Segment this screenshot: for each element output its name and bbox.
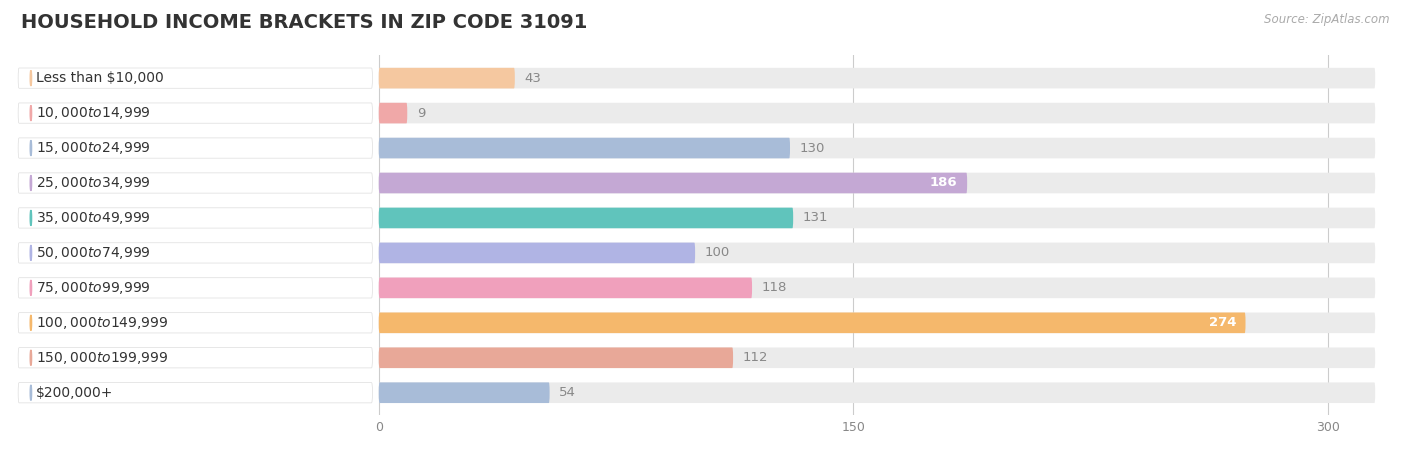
FancyBboxPatch shape <box>18 278 373 298</box>
Text: 131: 131 <box>803 211 828 224</box>
Text: 9: 9 <box>416 106 425 119</box>
FancyBboxPatch shape <box>378 138 790 158</box>
Text: 100: 100 <box>704 247 730 260</box>
Text: 43: 43 <box>524 72 541 84</box>
Text: 274: 274 <box>1209 316 1236 329</box>
FancyBboxPatch shape <box>378 68 1375 88</box>
Text: $15,000 to $24,999: $15,000 to $24,999 <box>37 140 150 156</box>
Text: 54: 54 <box>560 386 576 399</box>
FancyBboxPatch shape <box>18 68 373 88</box>
FancyBboxPatch shape <box>18 313 373 333</box>
FancyBboxPatch shape <box>378 103 1375 123</box>
FancyBboxPatch shape <box>378 138 1375 158</box>
Text: $150,000 to $199,999: $150,000 to $199,999 <box>37 350 169 366</box>
Text: $50,000 to $74,999: $50,000 to $74,999 <box>37 245 150 261</box>
Text: Source: ZipAtlas.com: Source: ZipAtlas.com <box>1264 13 1389 26</box>
Text: 186: 186 <box>929 176 957 189</box>
FancyBboxPatch shape <box>378 242 1375 263</box>
FancyBboxPatch shape <box>378 173 1375 194</box>
FancyBboxPatch shape <box>378 277 752 298</box>
Text: $200,000+: $200,000+ <box>37 386 114 400</box>
Text: $35,000 to $49,999: $35,000 to $49,999 <box>37 210 150 226</box>
FancyBboxPatch shape <box>378 103 408 123</box>
Text: $25,000 to $34,999: $25,000 to $34,999 <box>37 175 150 191</box>
FancyBboxPatch shape <box>378 173 967 194</box>
Text: 112: 112 <box>742 351 768 364</box>
FancyBboxPatch shape <box>18 103 373 123</box>
FancyBboxPatch shape <box>378 207 1375 228</box>
FancyBboxPatch shape <box>18 208 373 228</box>
FancyBboxPatch shape <box>378 207 793 228</box>
Text: 118: 118 <box>762 282 787 295</box>
FancyBboxPatch shape <box>378 348 733 368</box>
Text: HOUSEHOLD INCOME BRACKETS IN ZIP CODE 31091: HOUSEHOLD INCOME BRACKETS IN ZIP CODE 31… <box>21 13 588 32</box>
Text: $100,000 to $149,999: $100,000 to $149,999 <box>37 315 169 331</box>
FancyBboxPatch shape <box>18 243 373 263</box>
FancyBboxPatch shape <box>378 383 550 403</box>
FancyBboxPatch shape <box>378 313 1375 333</box>
FancyBboxPatch shape <box>378 242 695 263</box>
FancyBboxPatch shape <box>18 348 373 368</box>
Text: 130: 130 <box>800 141 825 154</box>
FancyBboxPatch shape <box>378 348 1375 368</box>
FancyBboxPatch shape <box>378 68 515 88</box>
FancyBboxPatch shape <box>18 383 373 403</box>
Text: $10,000 to $14,999: $10,000 to $14,999 <box>37 105 150 121</box>
FancyBboxPatch shape <box>18 173 373 193</box>
FancyBboxPatch shape <box>18 138 373 158</box>
FancyBboxPatch shape <box>378 383 1375 403</box>
Text: Less than $10,000: Less than $10,000 <box>37 71 165 85</box>
Text: $75,000 to $99,999: $75,000 to $99,999 <box>37 280 150 296</box>
FancyBboxPatch shape <box>378 313 1246 333</box>
FancyBboxPatch shape <box>378 277 1375 298</box>
